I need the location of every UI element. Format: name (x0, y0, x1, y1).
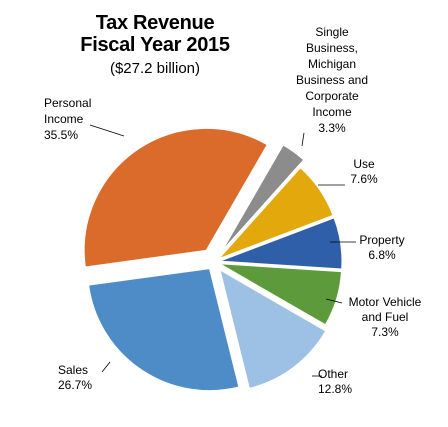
leader-line (101, 361, 111, 373)
chart-subtitle: ($27.2 billion) (109, 60, 201, 77)
chart-title-block: Tax Revenue Fiscal Year 2015 ($27.2 bill… (60, 12, 250, 79)
slice-label: Single Business, Michigan Business and Corpo… (296, 25, 368, 135)
slice-label: Other 12.8% (318, 367, 352, 396)
pie-slice (219, 268, 327, 390)
pie-slice (219, 263, 343, 326)
pie-slice (88, 268, 240, 392)
slice-label: Property 6.8% (359, 233, 404, 262)
pie-slice (83, 127, 268, 268)
pie-slice (218, 167, 334, 260)
leader-line (89, 124, 125, 137)
slice-label: Sales 26.7% (58, 363, 92, 392)
slice-label: Motor Vehicle and Fuel 7.3% (349, 295, 422, 339)
slice-label: Use 7.6% (350, 157, 378, 186)
pie-slice (221, 144, 305, 251)
slice-label: Personal Income 35.5% (44, 96, 91, 142)
chart-title: Tax Revenue (95, 12, 215, 34)
chart-title-line2: Fiscal Year 2015 (80, 34, 230, 56)
leader-line (325, 298, 343, 304)
leader-line (301, 132, 305, 147)
pie-slice (219, 217, 343, 270)
